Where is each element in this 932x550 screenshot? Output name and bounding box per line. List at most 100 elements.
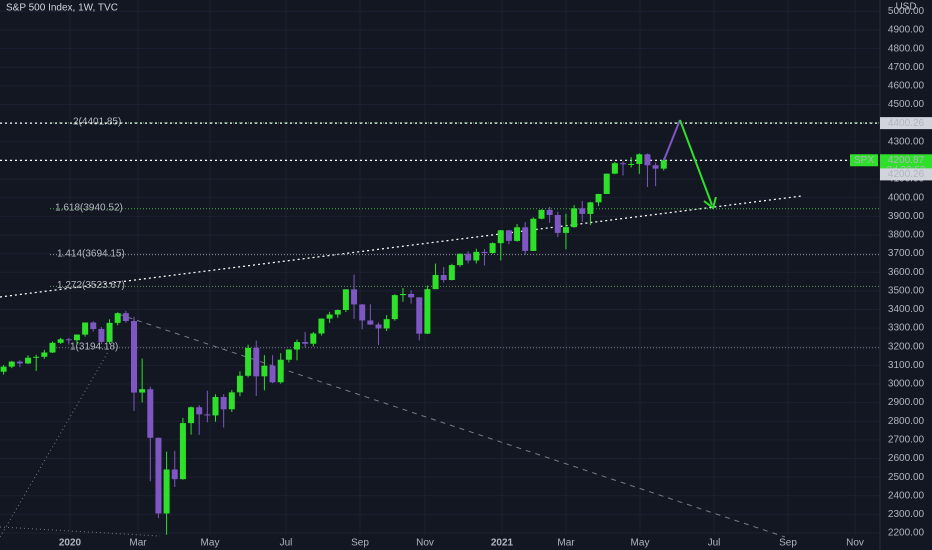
candle-body (497, 230, 504, 244)
candle-body (562, 227, 569, 233)
y-tick-label: 4600.00 (888, 81, 925, 92)
price-tag (880, 117, 932, 130)
y-tick-label: 2700.00 (888, 434, 925, 445)
candle-body (359, 304, 366, 321)
candle-body (652, 165, 659, 169)
y-tick-label: 4000.00 (888, 192, 925, 203)
candle-body (375, 324, 382, 329)
x-tick-label: Jul (280, 538, 293, 549)
candle-body (399, 293, 406, 296)
drawings (0, 195, 803, 538)
candle-body (163, 469, 170, 514)
candle-body (383, 319, 390, 329)
x-tick-label: May (201, 538, 220, 549)
price-tag-label: 4400.26 (888, 118, 925, 129)
fib-label: 1(3194.18) (70, 341, 118, 352)
y-tick-label: 3800.00 (888, 230, 925, 241)
candle-body (481, 251, 488, 254)
candle-body (611, 163, 618, 174)
candle-body (65, 339, 72, 341)
fib-label: 1.414(3694.15) (57, 248, 125, 259)
candle-body (342, 289, 349, 311)
candle-body (196, 407, 203, 415)
y-tick-label: 2500.00 (888, 472, 925, 483)
candle-body (416, 297, 423, 334)
trend-line (117, 313, 786, 538)
candle-body (204, 414, 211, 416)
candle-body (579, 208, 586, 214)
x-tick-label: May (631, 538, 650, 549)
candle-body (90, 322, 97, 330)
candle-body (8, 361, 15, 367)
y-tick-label: 3200.00 (888, 341, 925, 352)
candle-body (571, 208, 578, 228)
y-tick-label: 2400.00 (888, 490, 925, 501)
candle-body (57, 339, 64, 343)
candle-body (277, 359, 284, 383)
candle-body (294, 342, 300, 350)
candle-body (98, 329, 105, 342)
chart-title: S&P 500 Index, 1W, TVC (6, 3, 118, 14)
y-tick-label: 3600.00 (888, 267, 925, 278)
x-tick-label: Mar (129, 538, 147, 549)
candle-body (139, 389, 146, 393)
candle-body (73, 334, 80, 341)
candle-body (587, 202, 594, 214)
x-tick-label: 2021 (491, 538, 514, 549)
currency: USD (895, 2, 916, 13)
candle-body (465, 253, 472, 261)
candle-body (448, 265, 455, 281)
candle-body (147, 389, 154, 438)
y-tick-label: 2800.00 (888, 416, 925, 427)
candle-body (82, 322, 89, 335)
y-tick-label: 3900.00 (888, 211, 925, 222)
arrow-head (703, 196, 717, 210)
candle-body (212, 397, 219, 416)
y-tick-label: 3500.00 (888, 285, 925, 296)
y-tick-label: 2600.00 (888, 453, 925, 464)
y-tick-label: 3400.00 (888, 304, 925, 315)
y-tick-label: 4700.00 (888, 62, 925, 73)
y-tick-label: 3100.00 (888, 360, 925, 371)
candle-body (530, 218, 537, 251)
candle-body (122, 313, 129, 322)
x-tick-label: Nov (416, 538, 434, 549)
candle-body (391, 295, 398, 320)
candle-body (636, 154, 643, 164)
candle-body (351, 289, 358, 305)
symbol-label: SPX (854, 155, 874, 166)
candle-body (285, 349, 292, 360)
candle-body (628, 163, 635, 165)
candle-body (514, 227, 521, 241)
candle-body (269, 365, 276, 383)
price-tag-label: 4200.26 (888, 169, 925, 180)
candle-body (473, 251, 480, 261)
y-tick-label: 4800.00 (888, 43, 925, 54)
candle-body (424, 289, 431, 334)
candle-body (155, 437, 162, 514)
forecast-up (663, 119, 681, 161)
candle-body (41, 352, 48, 357)
y-tick-label: 2200.00 (888, 528, 925, 539)
candle-body (253, 347, 260, 377)
candle-body (171, 469, 178, 480)
candle-body (538, 209, 545, 219)
candle-body (188, 407, 195, 424)
y-tick-label: 3000.00 (888, 379, 925, 390)
y-tick-label: 5000.00 (888, 6, 925, 17)
candle-body (228, 392, 235, 410)
grid (0, 0, 880, 535)
candle-body (302, 342, 309, 344)
candle-body (49, 342, 56, 353)
candle-body (367, 320, 374, 325)
candle-body (546, 209, 553, 216)
candle-body (408, 293, 415, 298)
y-tick-label: 3700.00 (888, 248, 925, 259)
last-price-label: 4200.87 (888, 155, 925, 166)
candle-body (114, 313, 121, 323)
y-tick-label: 2900.00 (888, 397, 925, 408)
candle-body (440, 274, 447, 281)
x-tick-label: Nov (846, 538, 864, 549)
